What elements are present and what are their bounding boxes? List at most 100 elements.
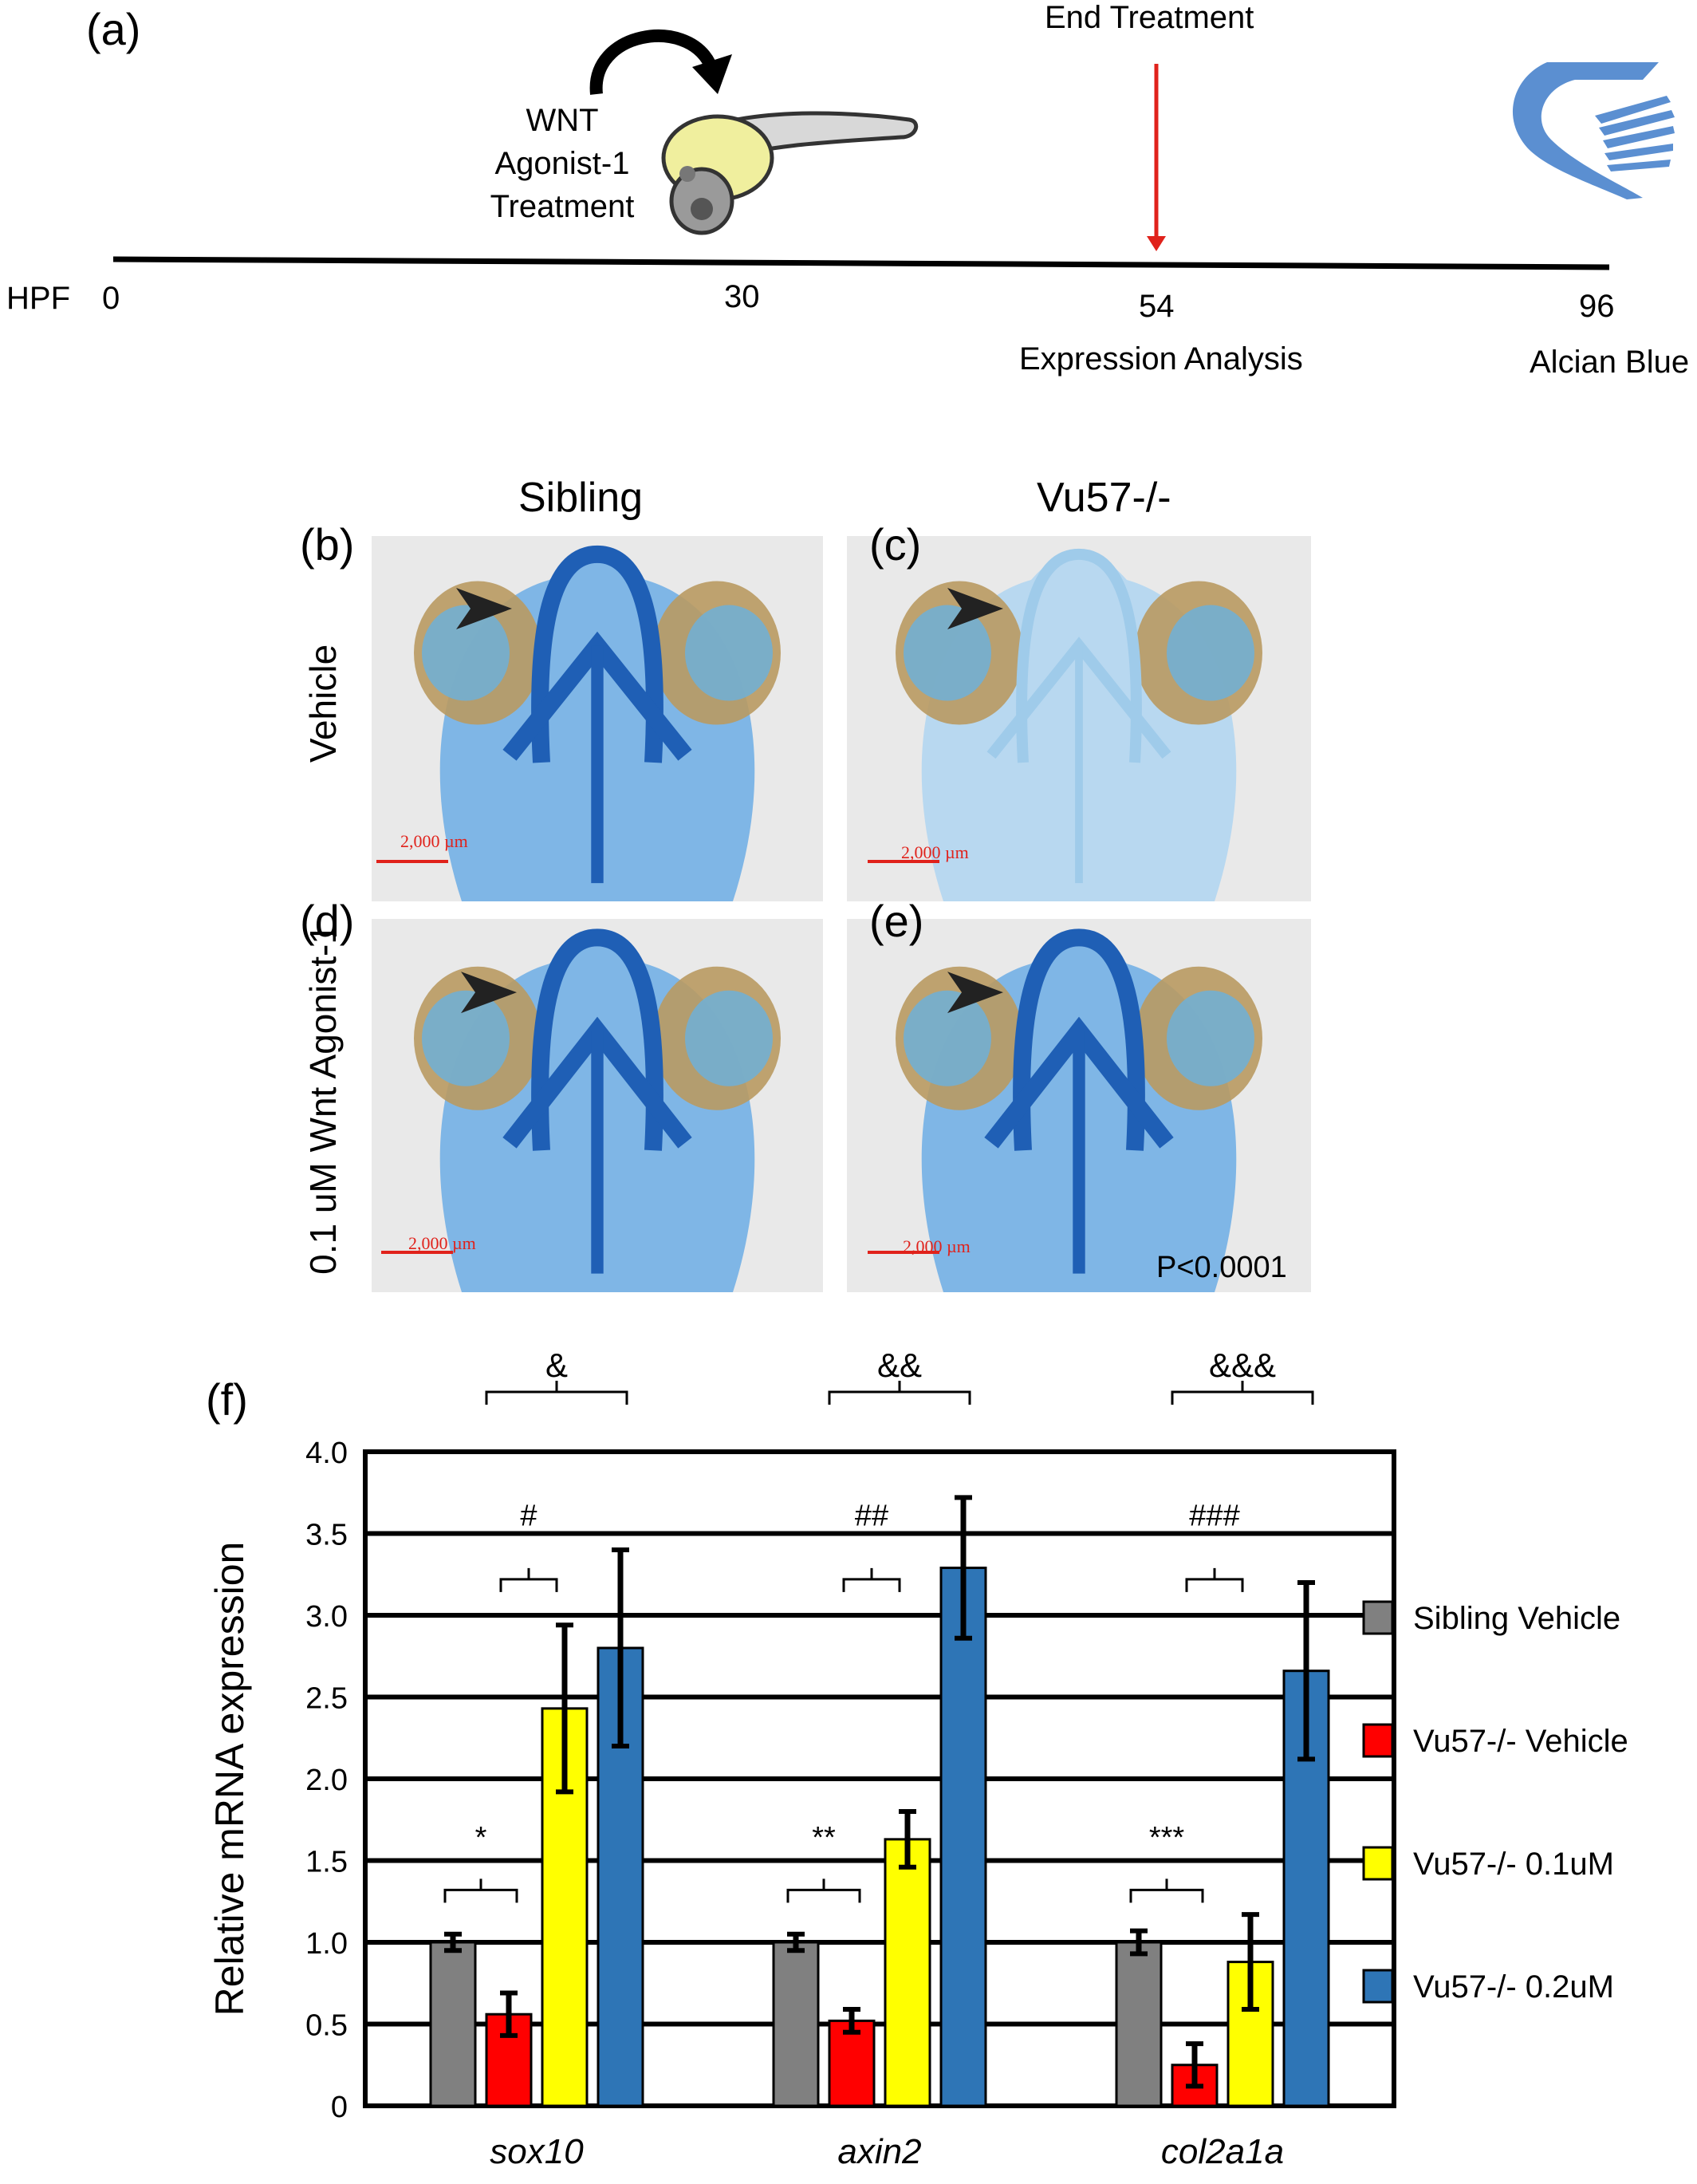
hpf-label: HPF — [6, 281, 70, 316]
tick-30: 30 — [724, 279, 760, 314]
arrowhead-marker-icon — [947, 587, 1003, 629]
arrowhead-marker-icon — [461, 972, 517, 1014]
y-tick-label: 4.0 — [305, 1437, 348, 1470]
curved-arrow-head-icon — [692, 54, 732, 94]
panel-c-letter: (c) — [869, 519, 922, 570]
left-lens — [422, 605, 510, 701]
row-header-vehicle: Vehicle — [302, 644, 344, 763]
legend-label-3: Vu57-/- 0.2uM — [1413, 1969, 1614, 2005]
right-lens — [1167, 990, 1254, 1086]
meckels-cartilage — [531, 545, 663, 763]
row-header-agonist: 0.1 uM Wnt Agonist-1 — [302, 924, 344, 1275]
scale-label-b: 2,000 µm — [400, 831, 468, 851]
legend-label-0: Sibling Vehicle — [1413, 1601, 1620, 1636]
expression-analysis-label: Expression Analysis — [1019, 341, 1303, 376]
panel-d-letter: (d) — [300, 896, 355, 946]
y-axis-label: Relative mRNA expression — [207, 1542, 252, 2016]
bar-sox10-0 — [429, 1941, 477, 2107]
end-treatment-label: End Treatment — [1045, 0, 1254, 35]
annotation-low: *** — [1149, 1821, 1185, 1855]
photo-c-vu57-vehicle — [847, 536, 1311, 901]
photo-e-vu57-agonist — [847, 919, 1311, 1292]
left-lens — [904, 990, 991, 1086]
photo-b-sibling-vehicle — [372, 536, 823, 901]
panel-b-letter: (b) — [300, 519, 355, 570]
bracket-top — [485, 1381, 628, 1405]
legend-label-2: Vu57-/- 0.1uM — [1413, 1847, 1614, 1882]
y-tick-label: 0.5 — [305, 2009, 348, 2043]
x-category-label: col2a1a — [1161, 2132, 1284, 2171]
left-lens — [904, 605, 991, 701]
cartilage-head-icon — [1512, 62, 1675, 199]
y-tick-label: 1.5 — [305, 1846, 348, 1879]
treatment-line-1: WNT — [526, 103, 599, 138]
curved-arrow-icon — [589, 30, 716, 95]
annotation-low: ** — [812, 1821, 836, 1855]
legend-label-1: Vu57-/- Vehicle — [1413, 1724, 1628, 1759]
bracket-top — [1171, 1381, 1314, 1405]
col-header-sibling: Sibling — [518, 475, 644, 521]
legend-swatch-0 — [1362, 1600, 1394, 1635]
bar-axin2-3 — [939, 1567, 987, 2107]
y-tick-label: 1.0 — [305, 1927, 348, 1961]
x-category-label: axin2 — [837, 2132, 921, 2171]
annotation-top: &&& — [1209, 1348, 1276, 1384]
scale-label-e: 2,000 µm — [903, 1236, 971, 1256]
y-tick-label: 3.5 — [305, 1519, 348, 1552]
left-lens — [422, 990, 510, 1086]
col-header-vu57: Vu57-/- — [1037, 475, 1171, 521]
plot-frame — [363, 1449, 1396, 2108]
legend-swatch-2 — [1362, 1846, 1394, 1881]
right-lens — [685, 605, 773, 701]
right-lens — [685, 990, 773, 1086]
bracket-low — [1129, 1878, 1204, 1903]
annotation-top: && — [877, 1348, 922, 1384]
arrowhead-marker-icon — [947, 972, 1003, 1014]
meckels-cartilage — [1016, 548, 1142, 763]
treatment-label: WNT Agonist-1 Treatment — [478, 99, 646, 228]
tick-96: 96 — [1579, 289, 1615, 324]
photo-d-sibling-agonist — [372, 919, 823, 1292]
photo-d-sibling-agonist-drawing — [381, 928, 781, 1292]
bar-col2a1a-0 — [1115, 1941, 1163, 2107]
bar-axin2-1 — [828, 2019, 876, 2107]
timeline-axis — [112, 256, 1610, 270]
scale-label-d: 2,000 µm — [408, 1233, 476, 1253]
annotation-mid: ### — [1189, 1499, 1239, 1532]
y-tick-label: 3.0 — [305, 1600, 348, 1634]
bar-axin2-2 — [884, 1838, 931, 2107]
annotation-mid: ## — [855, 1499, 888, 1532]
bracket-top — [828, 1381, 971, 1405]
bracket-mid — [499, 1567, 558, 1592]
bracket-low — [443, 1878, 518, 1903]
zebrafish-embryo-icon — [661, 111, 919, 235]
treatment-line-2: Agonist-1 — [494, 146, 630, 181]
bracket-low — [786, 1878, 861, 1903]
scale-label-c: 2,000 µm — [901, 842, 969, 862]
x-category-label: sox10 — [490, 2132, 584, 2171]
treatment-line-3: Treatment — [490, 189, 635, 224]
right-lens — [1167, 605, 1254, 701]
annotation-mid: # — [520, 1499, 537, 1532]
bracket-mid — [842, 1567, 901, 1592]
arrowhead-marker-icon — [456, 587, 512, 629]
y-tick-label: 2.0 — [305, 1764, 348, 1797]
legend-swatch-3 — [1362, 1969, 1394, 2004]
photo-e-vu57-agonist-drawing — [868, 928, 1262, 1292]
panel-e-letter: (e) — [869, 896, 924, 946]
p-value-label: P<0.0001 — [1156, 1251, 1287, 1284]
meckels-cartilage — [1013, 928, 1145, 1151]
tick-0: 0 — [102, 281, 120, 316]
timeline-graphic — [112, 30, 1675, 270]
panel-a-letter: (a) — [86, 4, 141, 54]
tick-54: 54 — [1139, 289, 1175, 324]
end-treatment-arrowhead-icon — [1147, 236, 1166, 251]
expression-bar-chart: 0 0.5 1.0 1.5 2.0 2.5 3.0 3.5 4.0 Relative mRNA e… — [207, 1348, 1628, 2171]
y-tick-label: 2.5 — [305, 1682, 348, 1716]
legend-swatch-1 — [1362, 1723, 1394, 1758]
meckels-cartilage — [531, 928, 663, 1151]
photo-b-sibling-vehicle-drawing — [376, 545, 781, 901]
photo-c-vu57-vehicle-drawing — [868, 548, 1262, 901]
y-tick-label: 0 — [331, 2091, 348, 2124]
annotation-top: & — [545, 1348, 568, 1384]
